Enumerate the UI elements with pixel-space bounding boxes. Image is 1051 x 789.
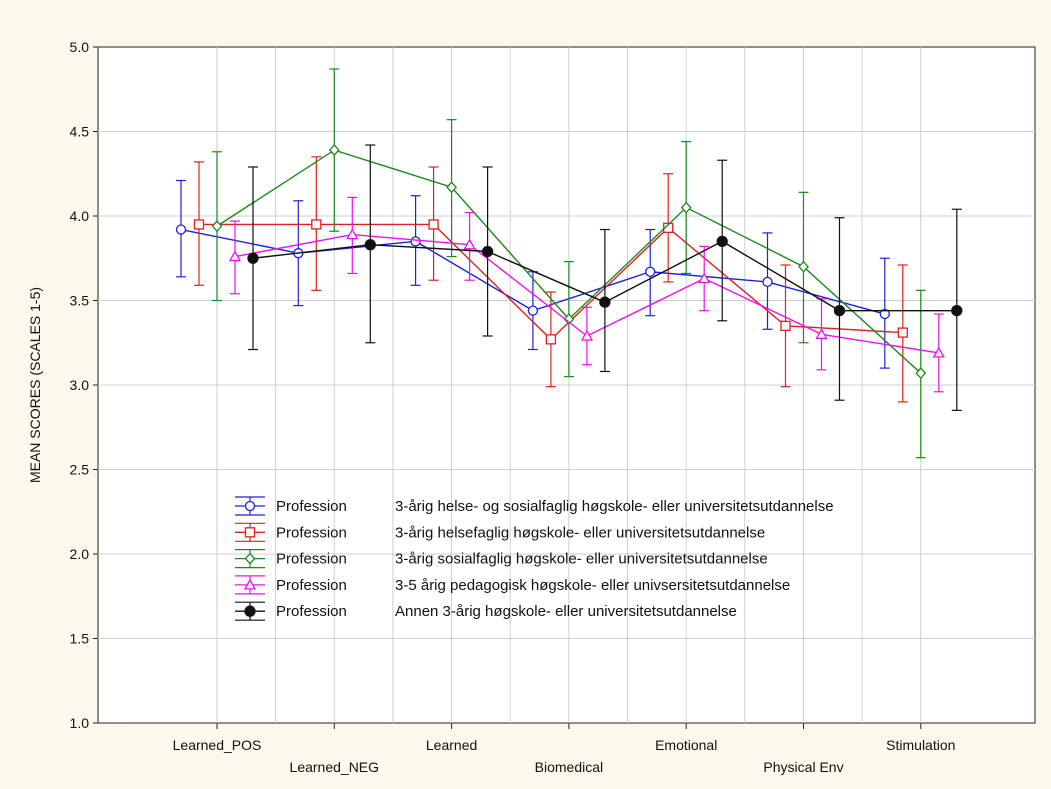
data-point	[815, 327, 828, 339]
data-point	[599, 296, 611, 308]
data-point	[428, 219, 439, 230]
y-tick-label: 3.0	[70, 377, 90, 393]
data-point	[663, 222, 674, 233]
legend-label: 3-årig helsefaglig høgskole- eller unive…	[395, 524, 765, 541]
legend-item-1: Profession 3-årig helse- og sosialfaglig …	[235, 496, 834, 516]
x-axis: Learned_POS Learned_NEG Learned Biomedical E…	[173, 723, 955, 775]
x-tick-label: Learned_POS	[173, 737, 262, 753]
data-point	[680, 201, 692, 214]
legend-marker	[244, 605, 256, 617]
data-point	[698, 272, 711, 284]
legend-marker	[243, 578, 257, 590]
data-point	[762, 276, 773, 288]
data-point	[951, 304, 963, 317]
legend-key: Profession	[276, 603, 347, 620]
data-point	[798, 260, 809, 273]
data-point	[346, 228, 359, 240]
legend-item-3: Profession 3-årig sosialfaglig høgskole- …	[235, 548, 768, 569]
x-tick-label: Learned_NEG	[290, 759, 380, 775]
x-tick-label: Emotional	[655, 737, 717, 753]
y-tick-label: 5.0	[70, 39, 90, 55]
data-point	[645, 266, 656, 277]
data-point	[932, 346, 945, 358]
data-point	[311, 219, 322, 230]
y-axis: 1.0 1.5 2.0 2.5 3.0 3.5 4.0 4.5 5.0	[70, 39, 98, 731]
y-axis-title: MEAN SCORES (SCALES 1-5)	[27, 287, 43, 483]
legend-key: Profession	[276, 524, 347, 541]
legend-item-5: Profession Annen 3-årig høgskole- eller u…	[235, 601, 737, 621]
x-tick-label: Learned	[426, 737, 477, 753]
data-point	[897, 327, 908, 338]
data-point	[193, 219, 205, 230]
data-point	[780, 320, 791, 332]
y-tick-label: 4.5	[70, 124, 90, 140]
series-2	[193, 156, 908, 403]
data-point	[833, 304, 846, 317]
x-tick-label: Biomedical	[535, 759, 603, 775]
x-tick-label: Physical Env	[763, 759, 843, 775]
y-tick-label: 2.0	[70, 546, 90, 562]
data-point	[879, 308, 890, 320]
legend-item-2: Profession 3-årig helsefaglig høgskole- e…	[235, 522, 765, 542]
y-tick-label: 2.5	[70, 462, 90, 478]
y-tick-label: 3.5	[70, 293, 90, 309]
series-group	[175, 68, 963, 459]
series-5	[247, 144, 963, 411]
data-point	[545, 334, 557, 345]
legend: Profession 3-årig helse- og sosialfaglig …	[235, 496, 834, 621]
y-tick-label: 4.0	[70, 208, 90, 224]
data-point	[580, 329, 594, 341]
data-point	[211, 220, 223, 233]
legend-marker	[244, 552, 256, 565]
data-point	[915, 367, 927, 380]
data-point	[446, 181, 457, 194]
data-point	[175, 224, 187, 235]
series-3	[211, 68, 927, 459]
legend-key: Profession	[276, 551, 347, 568]
data-point	[563, 313, 575, 326]
data-point	[247, 252, 259, 264]
legend-key: Profession	[276, 577, 347, 594]
legend-item-4: Profession 3-5 årig pedagogisk høgskole- …	[235, 575, 790, 595]
data-point	[364, 239, 376, 251]
legend-label: 3-5 årig pedagogisk høgskole- eller univ…	[395, 577, 790, 594]
data-point	[463, 238, 476, 250]
legend-key: Profession	[276, 498, 347, 515]
data-point	[716, 235, 728, 248]
data-point	[527, 305, 539, 316]
legend-label: 3-årig helse- og sosialfaglig høgskole- …	[395, 498, 834, 515]
data-point	[228, 250, 242, 262]
data-point	[410, 236, 421, 247]
y-tick-label: 1.0	[70, 715, 90, 731]
legend-label: 3-årig sosialfaglig høgskole- eller univ…	[395, 551, 768, 568]
data-point	[328, 144, 340, 157]
series-4	[228, 196, 945, 393]
x-tick-label: Stimulation	[886, 737, 955, 753]
legend-marker	[244, 527, 256, 538]
y-tick-label: 1.5	[70, 631, 90, 647]
data-point	[481, 245, 494, 258]
legend-marker	[244, 500, 256, 512]
legend-label: Annen 3-årig høgskole- eller universitet…	[395, 603, 737, 620]
